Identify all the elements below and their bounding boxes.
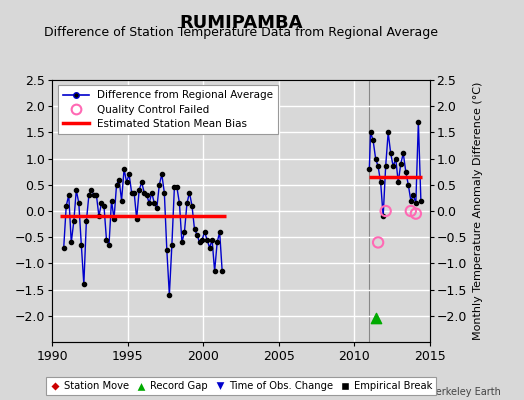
Point	[213, 239, 221, 246]
Point	[218, 268, 226, 274]
Point	[85, 192, 93, 198]
Point	[72, 187, 81, 193]
Point	[366, 129, 375, 136]
Legend: Station Move, Record Gap, Time of Obs. Change, Empirical Break: Station Move, Record Gap, Time of Obs. C…	[46, 377, 436, 395]
Point	[384, 129, 392, 136]
Point	[391, 155, 400, 162]
Point	[90, 192, 98, 198]
Point	[203, 237, 211, 243]
Legend: Difference from Regional Average, Quality Control Failed, Estimated Station Mean: Difference from Regional Average, Qualit…	[58, 85, 278, 134]
Point	[412, 200, 420, 206]
Point	[193, 231, 201, 238]
Text: RUMIPAMBA: RUMIPAMBA	[179, 14, 303, 32]
Point	[152, 205, 161, 212]
Point	[60, 244, 68, 251]
Point	[379, 213, 387, 220]
Point	[143, 192, 151, 198]
Point	[165, 292, 173, 298]
Point	[120, 166, 128, 172]
Point	[145, 200, 154, 206]
Text: Difference of Station Temperature Data from Regional Average: Difference of Station Temperature Data f…	[44, 26, 438, 39]
Point	[414, 119, 422, 125]
Point	[130, 190, 138, 196]
Point	[185, 190, 194, 196]
Point	[381, 163, 390, 170]
Point	[208, 237, 216, 243]
Point	[70, 218, 78, 225]
Point	[162, 247, 171, 254]
Point	[117, 197, 126, 204]
Point	[394, 179, 402, 185]
Point	[372, 155, 380, 162]
Point	[140, 190, 148, 196]
Point	[150, 200, 158, 206]
Point	[412, 210, 420, 217]
Point	[95, 213, 103, 220]
Point	[133, 216, 141, 222]
Point	[417, 197, 425, 204]
Point	[160, 190, 169, 196]
Point	[87, 187, 95, 193]
Point	[381, 208, 390, 214]
Point	[200, 229, 209, 235]
Point	[77, 242, 85, 248]
Point	[215, 229, 224, 235]
Point	[387, 150, 395, 156]
Point	[399, 150, 408, 156]
Point	[123, 179, 131, 185]
Point	[369, 137, 377, 144]
Point	[115, 176, 123, 183]
Point	[401, 168, 410, 175]
Point	[175, 200, 183, 206]
Point	[100, 202, 108, 209]
Point	[178, 239, 186, 246]
Point	[188, 202, 196, 209]
Point	[205, 244, 214, 251]
Point	[80, 281, 88, 288]
Point	[180, 229, 189, 235]
Point	[374, 239, 383, 246]
Point	[137, 179, 146, 185]
Point	[173, 184, 181, 191]
Point	[211, 268, 219, 274]
Point	[127, 190, 136, 196]
Y-axis label: Monthly Temperature Anomaly Difference (°C): Monthly Temperature Anomaly Difference (…	[473, 82, 483, 340]
Point	[155, 182, 163, 188]
Point	[107, 197, 116, 204]
Point	[183, 200, 191, 206]
Point	[409, 192, 418, 198]
Point	[158, 171, 166, 178]
Text: Berkeley Earth: Berkeley Earth	[429, 387, 500, 397]
Point	[97, 200, 106, 206]
Point	[82, 218, 91, 225]
Point	[125, 171, 133, 178]
Point	[170, 184, 179, 191]
Point	[198, 237, 206, 243]
Point	[168, 242, 176, 248]
Point	[62, 202, 70, 209]
Point	[102, 237, 111, 243]
Point	[112, 182, 121, 188]
Point	[389, 163, 397, 170]
Point	[407, 197, 415, 204]
Point	[407, 208, 415, 214]
Point	[397, 161, 405, 167]
Point	[135, 187, 144, 193]
Point	[148, 190, 156, 196]
Point	[67, 239, 75, 246]
Point	[110, 216, 118, 222]
Point	[190, 226, 199, 232]
Point	[105, 242, 113, 248]
Point	[64, 192, 73, 198]
Point	[372, 315, 380, 322]
Point	[376, 179, 385, 185]
Point	[365, 166, 374, 172]
Point	[404, 182, 412, 188]
Point	[374, 163, 383, 170]
Point	[74, 200, 83, 206]
Point	[92, 192, 101, 198]
Point	[195, 239, 204, 246]
